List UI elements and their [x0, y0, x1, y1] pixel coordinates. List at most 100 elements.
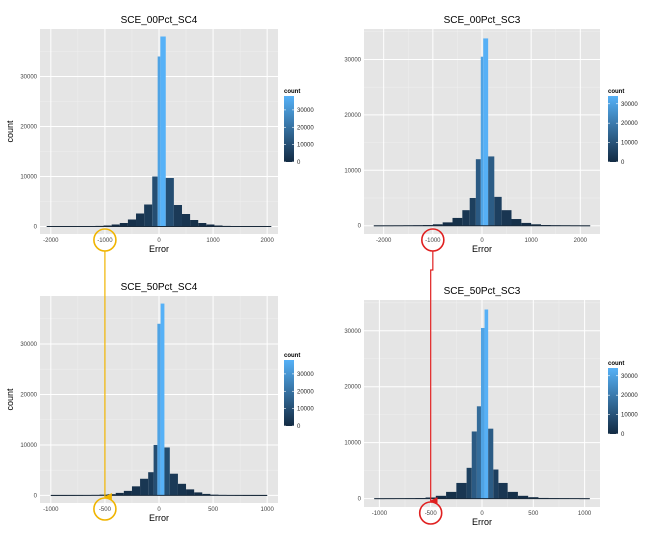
legend-tick-label: 10000 — [297, 407, 314, 413]
histogram-bar — [202, 493, 211, 496]
legend-tick-label: 30000 — [297, 108, 314, 114]
x-tick-label: 0 — [480, 238, 484, 244]
x-tick-label: 1000 — [524, 238, 538, 244]
histogram-bar — [119, 223, 128, 227]
x-tick-label: 500 — [528, 511, 539, 517]
histogram-panel: -1000 -500 0 500 10000100002000030000SCE_50P… — [344, 286, 638, 527]
x-tick-label: -500 — [425, 511, 438, 517]
y-tick-label: 30000 — [20, 75, 37, 81]
histogram-bar — [164, 447, 170, 496]
histogram-bar — [140, 478, 149, 496]
histogram-bar — [480, 327, 485, 499]
chart-title: SCE_00Pct_SC3 — [444, 15, 521, 26]
histogram-bar — [442, 222, 453, 226]
histogram-bar — [493, 469, 499, 499]
y-tick-label: 20000 — [344, 385, 361, 391]
histogram-bar — [480, 56, 484, 226]
histogram-bar — [206, 224, 215, 227]
y-tick-label: 0 — [34, 493, 38, 499]
histogram-bar — [498, 482, 508, 499]
y-tick-label: 30000 — [344, 57, 361, 63]
legend-title: count — [284, 353, 300, 359]
histogram-bar — [186, 489, 195, 496]
y-tick-label: 10000 — [20, 443, 37, 449]
y-tick-label: 20000 — [20, 125, 37, 131]
histogram-bar — [466, 467, 472, 499]
x-tick-label: -1000 — [425, 238, 441, 244]
histogram-bar — [177, 483, 187, 496]
chart-title: SCE_50Pct_SC3 — [444, 286, 521, 297]
y-tick-label: 30000 — [344, 329, 361, 335]
histogram-bar — [507, 491, 518, 499]
count-legend: count 0 10000 20000 30000 — [284, 353, 314, 430]
histogram-bar — [157, 56, 161, 227]
histogram-bar — [511, 219, 522, 226]
histogram-panel: -1000 -500 0 500 10000100002000030000SCE_50P… — [5, 282, 314, 523]
x-axis-label: Error — [149, 513, 169, 523]
x-tick-label: -500 — [99, 507, 112, 513]
x-axis-label: Error — [149, 244, 169, 254]
histogram-panel: -2000 -1000 0 1000 20000100002000030000SCE_0… — [344, 15, 638, 254]
histogram-bar — [488, 156, 495, 226]
x-tick-label: 2000 — [574, 238, 588, 244]
histogram-bar — [127, 219, 137, 227]
histogram-bar — [452, 217, 463, 226]
legend-colorbar — [284, 360, 294, 426]
histogram-bar — [531, 224, 541, 226]
legend-tick-label: 0 — [297, 424, 301, 430]
legend-tick-label: 30000 — [297, 372, 314, 378]
highlight-annotation — [93, 228, 117, 521]
histogram-bar — [111, 224, 120, 227]
histogram-bar — [456, 482, 467, 499]
histogram-bar — [115, 492, 124, 496]
count-legend: count 0 10000 20000 30000 — [608, 361, 638, 438]
x-tick-label: 1000 — [261, 507, 275, 513]
legend-tick-label: 20000 — [297, 389, 314, 395]
histogram-bar — [476, 406, 481, 499]
legend-colorbar — [608, 368, 618, 434]
histogram-bar — [194, 492, 203, 496]
histogram-bar — [169, 473, 178, 496]
legend-tick-label: 20000 — [297, 125, 314, 131]
legend-colorbar — [284, 96, 294, 162]
y-tick-label: 0 — [358, 497, 362, 503]
histogram-bar — [131, 486, 141, 496]
histogram-bar — [484, 309, 489, 499]
histogram-bar — [144, 204, 153, 227]
connector-arrow — [429, 251, 438, 505]
y-axis-label: count — [5, 120, 15, 143]
legend-colorbar — [608, 96, 618, 162]
x-tick-label: 0 — [480, 511, 484, 517]
y-tick-label: 0 — [358, 224, 362, 230]
legend-title: count — [608, 361, 624, 367]
histogram-bar — [181, 214, 191, 227]
histogram-bar — [471, 431, 477, 499]
histogram-bar — [123, 490, 132, 496]
count-legend: count 0 10000 20000 30000 — [284, 89, 314, 166]
legend-tick-label: 20000 — [621, 121, 638, 127]
x-tick-label: 0 — [157, 507, 161, 513]
legend-tick-label: 20000 — [621, 393, 638, 399]
x-tick-label: -1000 — [372, 511, 388, 517]
histogram-bar — [432, 224, 443, 226]
histogram-bar — [136, 213, 145, 227]
legend-tick-label: 10000 — [621, 413, 638, 419]
legend-tick-label: 10000 — [297, 143, 314, 149]
y-axis-label: count — [5, 388, 15, 411]
y-tick-label: 20000 — [20, 392, 37, 398]
y-tick-label: 10000 — [20, 175, 37, 181]
histogram-bar — [475, 159, 481, 226]
histogram-bar — [517, 495, 529, 499]
x-axis-label: Error — [472, 517, 492, 527]
histogram-bar — [165, 178, 174, 227]
histogram-bar — [173, 205, 182, 227]
histogram-bar — [494, 196, 502, 226]
chart-title: SCE_00Pct_SC4 — [121, 15, 198, 26]
histogram-bar — [483, 38, 489, 226]
y-tick-label: 20000 — [344, 113, 361, 119]
x-tick-label: -2000 — [43, 238, 59, 244]
x-tick-label: -2000 — [376, 238, 392, 244]
legend-tick-label: 0 — [297, 160, 301, 166]
x-tick-label: 2000 — [261, 238, 275, 244]
